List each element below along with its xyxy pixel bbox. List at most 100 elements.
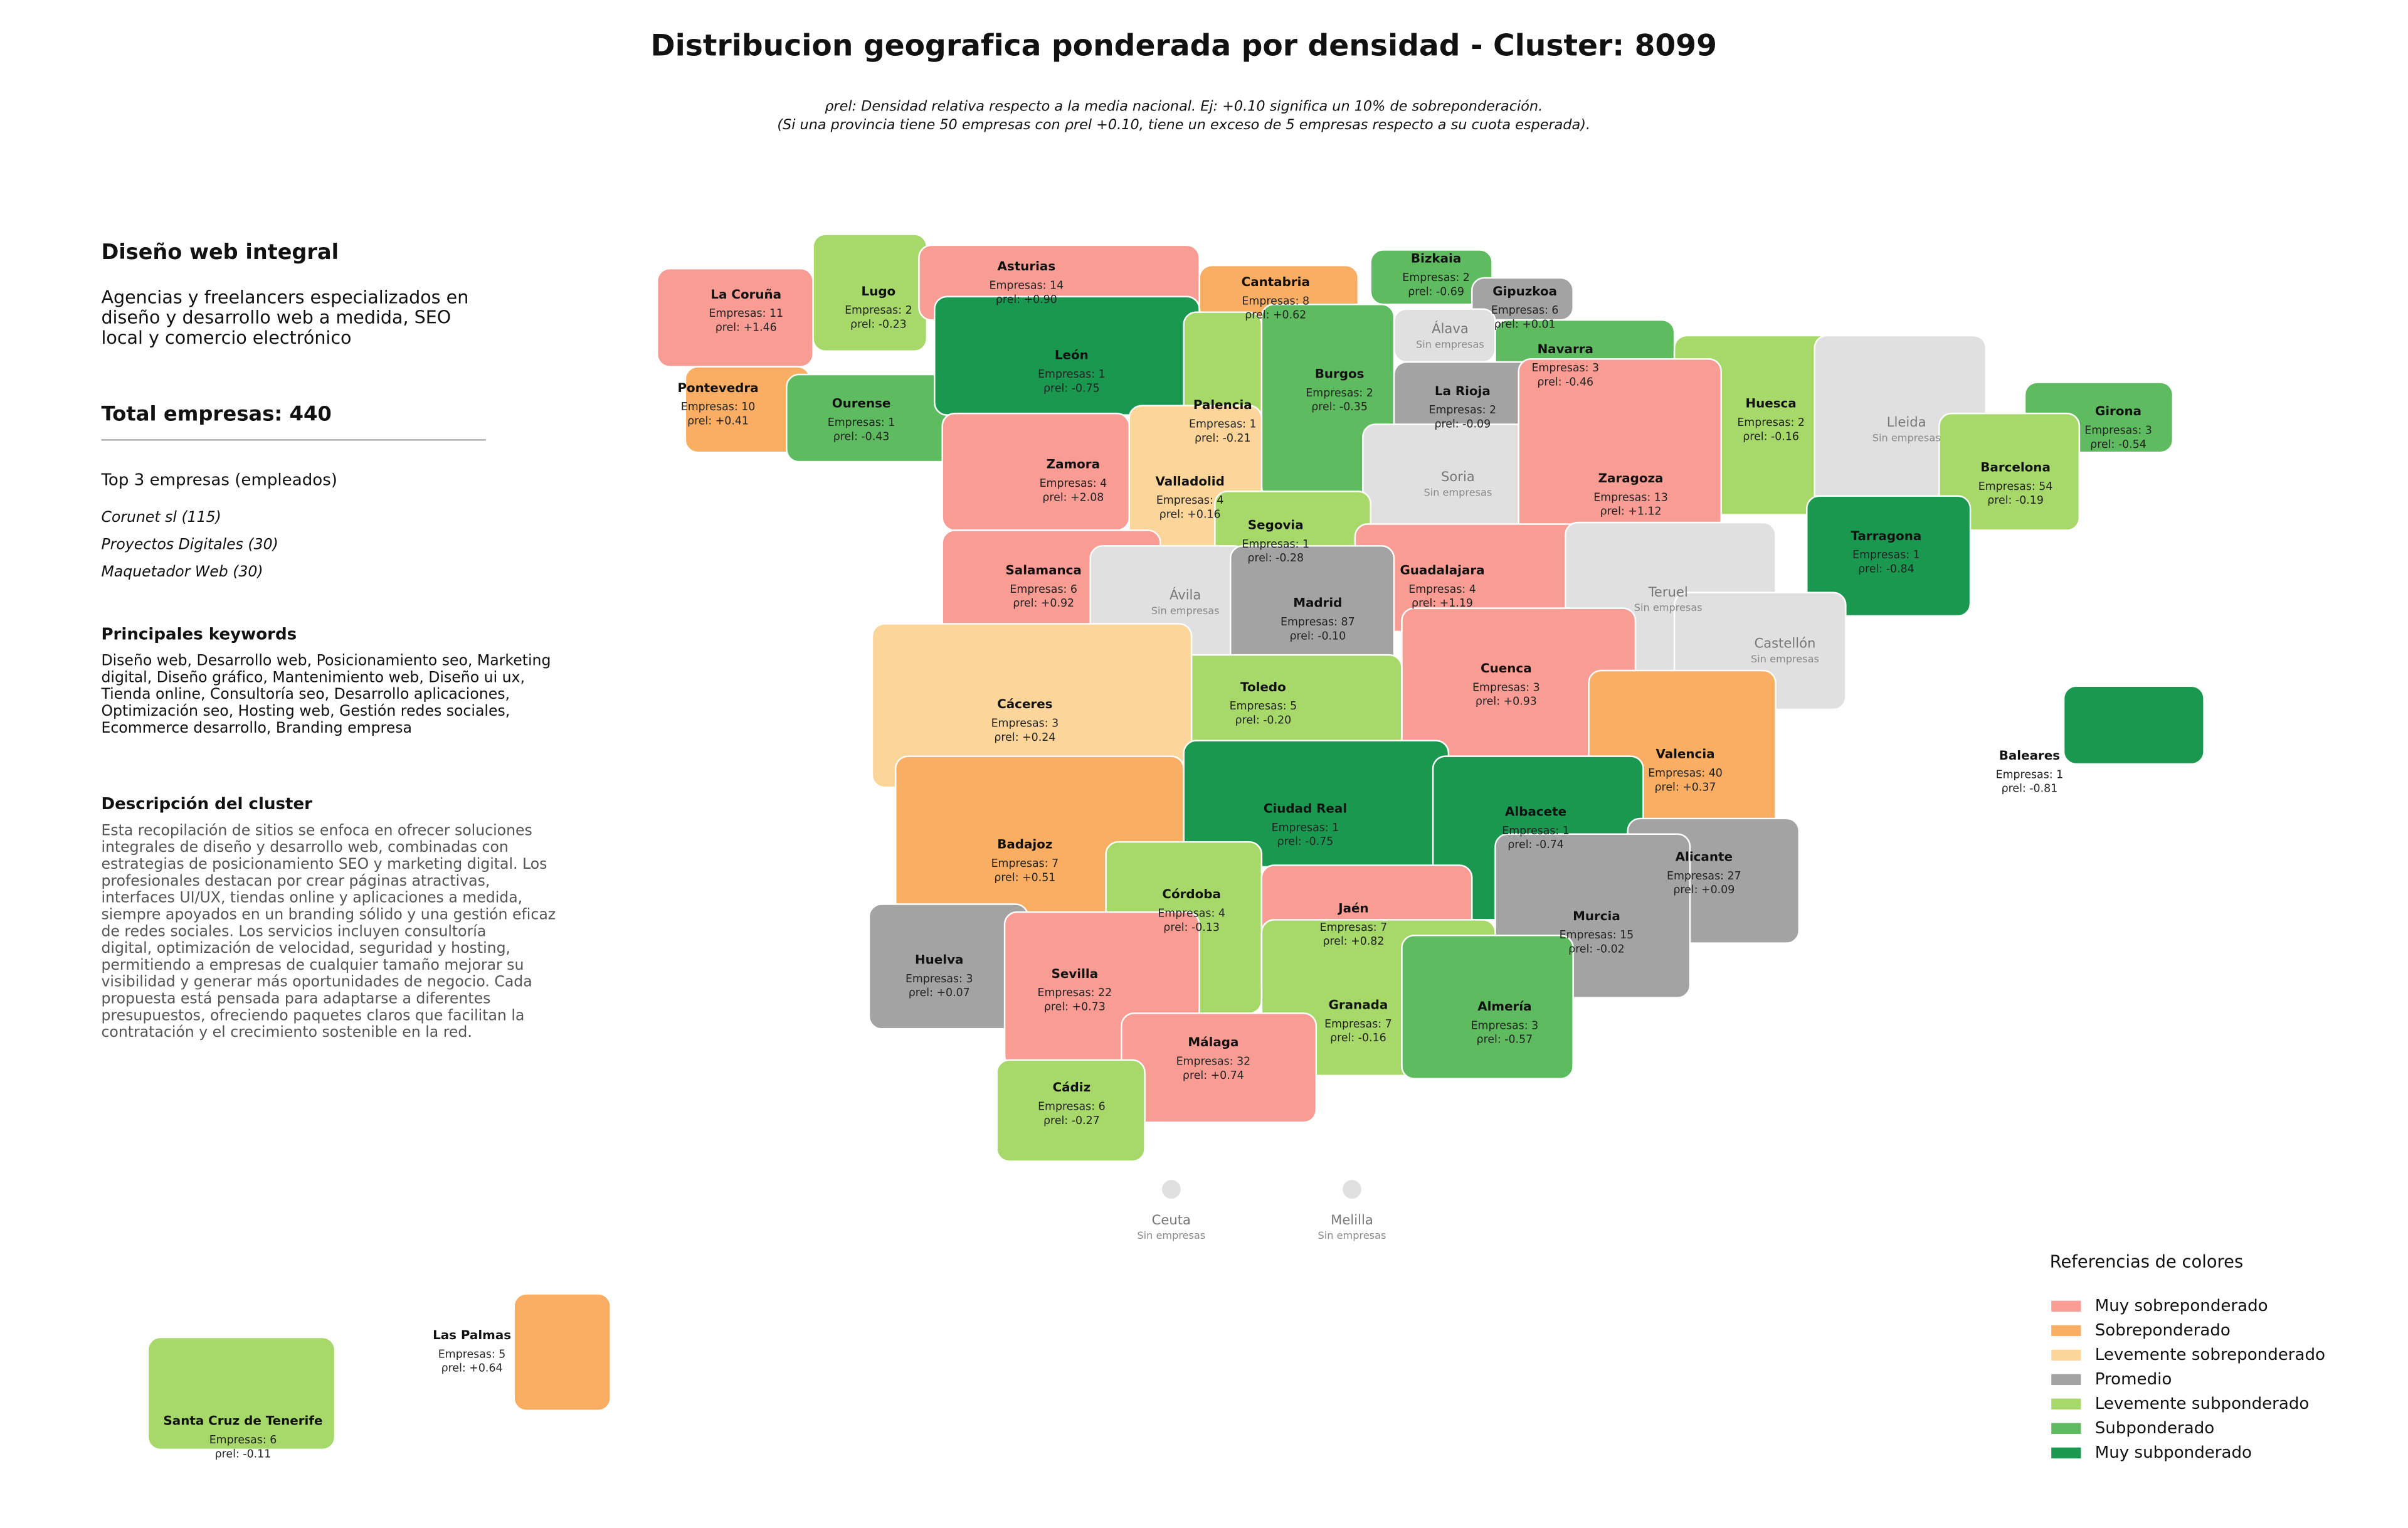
province-note: Sin empresas [1423, 486, 1492, 498]
province-name: Valencia [1656, 747, 1714, 761]
province-name: Segovia [1248, 517, 1304, 532]
description-line: de redes sociales. Los servicios incluye… [101, 922, 486, 940]
description-line: presupuestos, ofreciendo paquetes claros… [101, 1006, 524, 1024]
province-companies: Empresas: 2 [1429, 404, 1497, 416]
province-companies: Empresas: 1 [1189, 418, 1257, 431]
province-companies: Empresas: 1 [1852, 549, 1920, 561]
province-rho: ρrel: -0.09 [1434, 418, 1491, 431]
province-name: Ceuta [1152, 1212, 1191, 1228]
province-rho: ρrel: -0.43 [833, 430, 890, 443]
province-name: Baleares [1999, 748, 2060, 763]
province-name: Melilla [1331, 1212, 1373, 1228]
province-shape [2062, 685, 2205, 765]
province-rho: ρrel: -0.11 [215, 1448, 272, 1460]
province-companies: Empresas: 6 [1038, 1100, 1106, 1113]
province-name: Barcelona [1980, 460, 2051, 475]
province-rho: ρrel: +0.74 [1183, 1069, 1244, 1082]
province-name: Albacete [1505, 804, 1566, 819]
province-companies: Empresas: 7 [991, 857, 1059, 870]
province-name: Badajoz [997, 837, 1052, 852]
top-company: Corunet sl (115) [101, 508, 221, 526]
province-note: Sin empresas [1151, 605, 1220, 617]
province-shape [147, 1336, 336, 1451]
province-rho: ρrel: +1.19 [1412, 597, 1473, 610]
province-companies: Empresas: 3 [906, 973, 973, 985]
province-name: Lugo [862, 284, 896, 299]
province-name: Lleida [1887, 414, 1926, 430]
province-note: Sin empresas [1318, 1229, 1386, 1241]
province-companies: Empresas: 2 [845, 304, 912, 317]
province-rho: ρrel: -0.16 [1330, 1032, 1386, 1044]
province-name: Girona [2095, 404, 2141, 418]
province-companies: Empresas: 40 [1648, 767, 1723, 780]
province-rho: ρrel: +1.12 [1600, 506, 1662, 518]
province-shape [1806, 495, 1972, 617]
province-name: La Rioja [1435, 384, 1491, 398]
province-companies: Empresas: 14 [990, 279, 1064, 292]
province-name: Las Palmas [433, 1328, 511, 1342]
description-line: estrategias de posicionamiento SEO y mar… [101, 855, 547, 873]
province-rho: ρrel: -0.28 [1247, 552, 1304, 565]
province-rho: ρrel: +0.37 [1655, 781, 1716, 793]
province-rho: ρrel: -0.21 [1195, 432, 1251, 445]
legend-label: Subponderado [2095, 1419, 2214, 1438]
description-line: permitiendo a empresas de cualquier tama… [101, 956, 524, 974]
province-companies: Empresas: 4 [1158, 907, 1225, 920]
province-rho: ρrel: -0.27 [1043, 1115, 1100, 1127]
province-rho: ρrel: +0.64 [441, 1362, 503, 1375]
province-name: Asturias [998, 259, 1056, 273]
legend-label: Muy sobreponderado [2095, 1297, 2268, 1315]
province-name: Córdoba [1162, 887, 1221, 901]
description-line: digital, optimización de velocidad, segu… [101, 939, 510, 957]
province-name: Ourense [832, 396, 891, 411]
province-rho: ρrel: -0.13 [1163, 921, 1220, 934]
province-name: Gipuzkoa [1492, 284, 1557, 299]
subtitle: ρrel: Densidad relativa respecto a la me… [825, 98, 1543, 114]
province-rho: ρrel: +0.01 [1494, 319, 1556, 331]
panel-heading: Diseño web integral [101, 240, 339, 264]
province-rho: ρrel: -0.46 [1537, 376, 1593, 388]
province-rho: ρrel: +0.92 [1013, 597, 1074, 610]
province-name: Madrid [1293, 596, 1342, 610]
province-rho: ρrel: -0.74 [1508, 839, 1564, 851]
province-companies: Empresas: 5 [438, 1348, 506, 1361]
province-name: Pontevedra [677, 381, 758, 395]
province-name: Navarra [1538, 342, 1593, 356]
province-companies: Empresas: 54 [1978, 480, 2053, 493]
province-name: Valladolid [1155, 474, 1224, 489]
province-companies: Empresas: 27 [1667, 870, 1741, 883]
province-note: Sin empresas [1751, 653, 1819, 665]
province-shape [1343, 1180, 1361, 1199]
province-name: Santa Cruz de Tenerife [164, 1414, 323, 1428]
province-name: Ávila [1170, 587, 1201, 603]
province-companies: Empresas: 3 [1472, 681, 1540, 694]
province-name: Cantabria [1242, 275, 1310, 289]
legend-swatch [2051, 1300, 2081, 1312]
province-rho: ρrel: -0.16 [1743, 430, 1799, 443]
province-companies: Empresas: 3 [991, 717, 1059, 730]
province-name: Granada [1329, 997, 1388, 1012]
province-rho: ρrel: +0.82 [1323, 935, 1384, 948]
province-name: León [1055, 348, 1089, 363]
province-companies: Empresas: 1 [1242, 538, 1309, 551]
province-rho: ρrel: +0.51 [994, 871, 1055, 884]
province-shape [1938, 412, 2081, 531]
province-rho: ρrel: -0.10 [1289, 630, 1346, 642]
province-companies: Empresas: 4 [1408, 583, 1476, 596]
province-companies: Empresas: 10 [681, 401, 756, 413]
province-rho: ρrel: +0.93 [1476, 696, 1537, 708]
province-rho: ρrel: -0.75 [1277, 836, 1334, 848]
province-companies: Empresas: 2 [1306, 387, 1373, 400]
province-shape [513, 1293, 611, 1412]
province-rho: ρrel: -0.57 [1477, 1034, 1533, 1046]
province-name: Salamanca [1006, 563, 1082, 578]
province-companies: Empresas: 8 [1242, 295, 1309, 307]
province-rho: ρrel: -0.75 [1043, 382, 1100, 395]
province-companies: Empresas: 13 [1593, 491, 1668, 504]
province-companies: Empresas: 1 [828, 416, 895, 429]
province-name: Almería [1477, 999, 1531, 1014]
province-rho: ρrel: +0.16 [1159, 509, 1221, 521]
keywords-line: Ecommerce desarrollo, Branding empresa [101, 719, 412, 736]
subtitle: (Si una provincia tiene 50 empresas con … [777, 117, 1590, 133]
